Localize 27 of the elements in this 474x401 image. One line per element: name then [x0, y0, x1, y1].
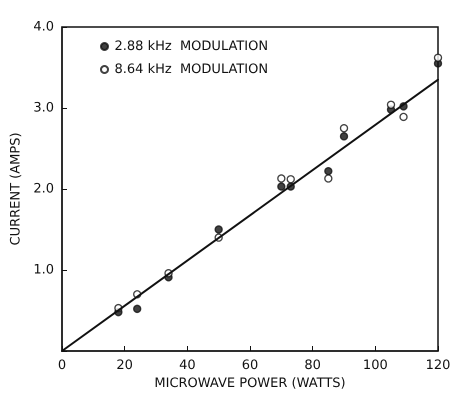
y-tick-label: 3.0	[33, 100, 54, 116]
point	[277, 182, 286, 191]
point	[340, 132, 348, 140]
point	[214, 225, 223, 234]
x-tick-label: 40	[179, 358, 196, 373]
point	[324, 167, 332, 176]
point	[340, 124, 348, 132]
point	[399, 112, 408, 122]
x-tick-label: 60	[242, 358, 258, 373]
point	[133, 304, 142, 314]
point	[386, 100, 396, 109]
x-tick-label: 0	[58, 358, 66, 373]
x-tick-label: 20	[116, 358, 133, 373]
x-tick-label: 80	[304, 358, 321, 373]
y-axis-title: CURRENT (AMPS)	[8, 132, 24, 246]
x-tick-label: 120	[426, 358, 450, 373]
point	[277, 174, 286, 183]
point	[286, 175, 295, 184]
y-tick-label: 4.0	[33, 20, 54, 34]
y-tick-label: 2.0	[33, 182, 54, 196]
y-tick-label: 1.0	[33, 262, 54, 278]
x-axis-title: MICROWAVE POWER (WATTS)	[154, 376, 346, 391]
point	[324, 174, 332, 183]
point	[434, 54, 442, 62]
legend-label: 2.88 kHz MODULATION	[114, 39, 268, 54]
x-tick-label: 100	[362, 358, 388, 373]
legend-label: 8.64 kHz MODULATION	[114, 62, 268, 77]
